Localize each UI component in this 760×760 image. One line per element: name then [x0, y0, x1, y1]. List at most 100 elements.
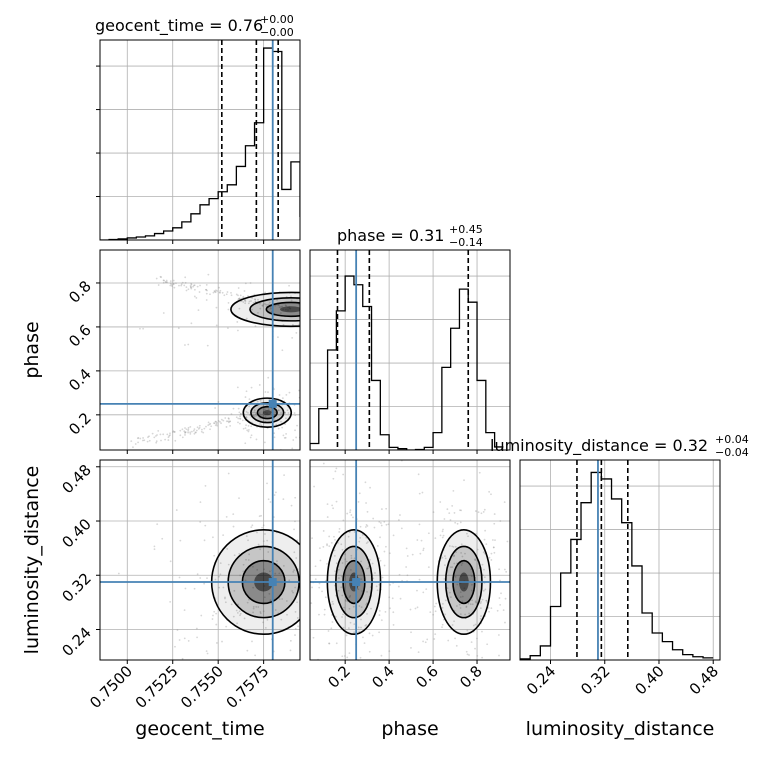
sample-point	[370, 607, 372, 610]
sample-point	[318, 547, 321, 550]
sample-point	[256, 531, 258, 534]
sample-point	[254, 413, 257, 416]
sample-point	[461, 600, 464, 603]
sample-point	[479, 602, 482, 605]
sample-point	[266, 303, 269, 306]
sample-point	[330, 325, 332, 327]
sample-point	[315, 596, 317, 598]
sample-point	[338, 527, 341, 530]
sample-point	[485, 599, 488, 602]
sample-point	[205, 288, 207, 291]
sample-point	[482, 511, 485, 513]
sample-point	[162, 433, 165, 436]
sample-point	[351, 327, 353, 329]
sample-point	[280, 420, 282, 423]
sample-point	[470, 568, 473, 571]
sample-point	[173, 286, 176, 289]
histogram-step-geocent_time	[100, 47, 300, 240]
sample-point	[227, 301, 230, 304]
sample-point	[342, 519, 345, 522]
sample-point	[319, 325, 321, 327]
sample-point	[415, 273, 417, 275]
sample-point	[142, 327, 145, 330]
sample-point	[258, 412, 261, 415]
sample-point	[465, 605, 468, 608]
sample-point	[471, 599, 473, 602]
sample-point	[245, 416, 248, 419]
sample-point	[262, 305, 264, 307]
sample-point	[213, 290, 216, 292]
sample-point	[273, 432, 275, 435]
sample-point	[162, 312, 165, 314]
sample-point	[373, 526, 376, 529]
sample-point	[153, 436, 156, 439]
sample-point	[313, 281, 315, 283]
sample-point	[176, 629, 179, 631]
panel-2d-luminosity-distance-vs-geocent-time	[99, 459, 330, 668]
sample-point	[503, 568, 506, 571]
sample-point	[350, 346, 352, 348]
sample-point	[332, 507, 335, 510]
sample-point	[306, 559, 308, 561]
sample-point	[338, 531, 341, 533]
sample-point	[235, 293, 238, 296]
sample-point	[444, 564, 446, 566]
sample-point	[232, 525, 235, 528]
sample-point	[318, 595, 320, 597]
sample-point	[291, 336, 294, 339]
sample-point	[414, 607, 417, 610]
sample-point	[349, 621, 352, 624]
sample-point	[189, 432, 192, 435]
sample-point	[229, 420, 232, 423]
sample-point	[195, 429, 198, 432]
sample-point	[385, 376, 387, 378]
sample-point	[213, 422, 216, 425]
sample-point	[336, 457, 338, 459]
sample-point	[480, 512, 483, 515]
sample-point	[237, 417, 240, 420]
sample-point	[353, 631, 356, 634]
sample-point	[181, 436, 184, 439]
sample-point	[503, 501, 506, 504]
sample-point	[366, 590, 368, 593]
sample-point	[179, 539, 182, 542]
sample-point	[221, 666, 223, 668]
sample-point	[175, 282, 177, 285]
sample-point	[476, 548, 479, 551]
sample-point	[461, 555, 464, 558]
sample-point	[340, 586, 343, 589]
sample-point	[277, 304, 280, 306]
sample-point	[322, 304, 324, 306]
sample-point	[450, 683, 452, 685]
sample-point	[341, 594, 344, 597]
sample-point	[249, 282, 252, 284]
sample-point	[141, 439, 144, 442]
sample-point	[238, 307, 241, 310]
sample-point	[228, 420, 231, 423]
sample-point	[481, 563, 484, 566]
sample-point	[365, 329, 367, 331]
x-tick-label: 0.24	[523, 662, 559, 698]
sample-point	[371, 562, 374, 565]
sample-point	[169, 434, 171, 437]
sample-point	[238, 552, 241, 555]
sample-point	[341, 562, 344, 564]
sample-point	[441, 623, 444, 626]
sample-point	[320, 649, 322, 651]
sample-point	[185, 286, 188, 289]
sample-point	[328, 494, 330, 496]
sample-point	[499, 520, 502, 522]
sample-point	[155, 440, 158, 443]
sample-point	[264, 533, 266, 535]
sample-point	[333, 422, 335, 424]
sample-point	[248, 300, 251, 303]
sample-point	[255, 412, 257, 414]
sample-point	[427, 566, 430, 569]
sample-point	[326, 544, 328, 547]
sample-point	[482, 551, 485, 554]
sample-point	[433, 638, 436, 640]
y-tick-label: 0.24	[58, 624, 94, 660]
sample-point	[322, 530, 325, 532]
sample-point	[488, 490, 491, 493]
sample-point	[328, 642, 331, 645]
